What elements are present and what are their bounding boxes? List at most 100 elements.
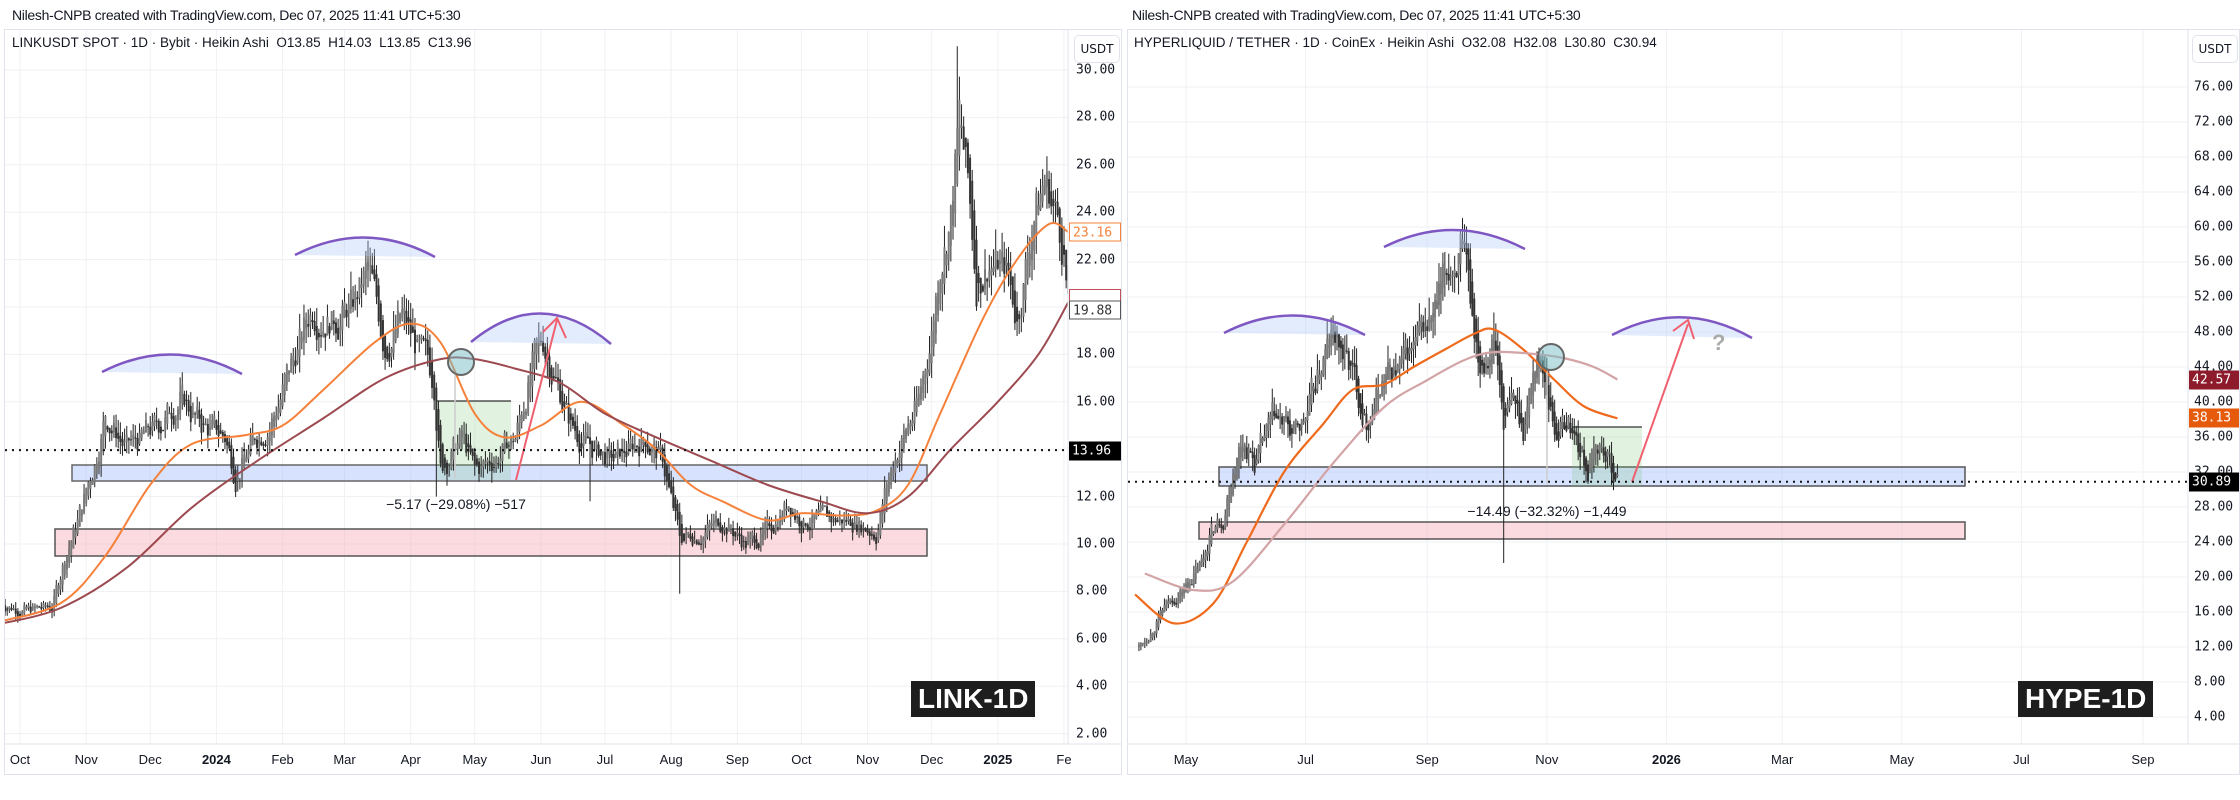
candle[interactable] (909, 423, 912, 430)
candle[interactable] (725, 528, 728, 535)
candle[interactable] (710, 523, 713, 527)
candle[interactable] (1349, 360, 1352, 366)
candle[interactable] (1275, 413, 1278, 419)
candle[interactable] (996, 259, 999, 269)
candle[interactable] (1365, 413, 1368, 430)
candle[interactable] (1296, 423, 1299, 425)
candle[interactable] (1547, 384, 1550, 410)
candle[interactable] (403, 308, 406, 314)
candle[interactable] (727, 524, 730, 532)
candle[interactable] (1581, 449, 1584, 451)
candle[interactable] (1232, 473, 1235, 495)
candle[interactable] (561, 390, 564, 412)
candle[interactable] (27, 605, 30, 609)
candle[interactable] (1341, 344, 1344, 360)
candle[interactable] (356, 297, 359, 300)
candle[interactable] (618, 448, 621, 457)
candle[interactable] (1481, 359, 1484, 366)
candle[interactable] (678, 511, 681, 536)
candle[interactable] (924, 370, 927, 385)
candle[interactable] (862, 527, 865, 529)
candle[interactable] (475, 458, 478, 465)
candle[interactable] (1543, 367, 1546, 383)
candle[interactable] (492, 466, 495, 468)
candle[interactable] (589, 437, 592, 445)
candle[interactable] (817, 509, 820, 515)
candle[interactable] (796, 516, 799, 518)
candle[interactable] (1512, 392, 1515, 399)
ma-cross-circle[interactable] (447, 348, 475, 376)
candle[interactable] (958, 99, 961, 156)
candle[interactable] (1020, 316, 1023, 318)
candle[interactable] (1436, 301, 1439, 309)
candle[interactable] (599, 450, 602, 456)
candle[interactable] (211, 420, 214, 429)
candle[interactable] (885, 483, 888, 501)
candle[interactable] (1551, 401, 1554, 422)
candle[interactable] (992, 266, 995, 273)
candle[interactable] (1396, 365, 1399, 373)
candle[interactable] (879, 511, 882, 536)
candle[interactable] (1239, 446, 1242, 458)
moving-average-fast-line[interactable] (0, 222, 1068, 622)
candle[interactable] (578, 434, 581, 453)
candle[interactable] (413, 329, 416, 354)
candle[interactable] (1563, 422, 1566, 429)
candle[interactable] (648, 448, 651, 456)
candle[interactable] (1018, 314, 1021, 320)
candle[interactable] (44, 605, 47, 607)
candle[interactable] (614, 451, 617, 458)
candle[interactable] (1579, 442, 1582, 458)
candle[interactable] (680, 523, 683, 543)
candle[interactable] (565, 402, 568, 404)
hype-symbol-legend[interactable]: HYPERLIQUID / TETHER · 1D · CoinEx · Hei… (1134, 35, 1657, 50)
candle[interactable] (787, 506, 790, 510)
candle[interactable] (21, 612, 24, 616)
candle[interactable] (922, 375, 925, 394)
candle[interactable] (1451, 275, 1454, 278)
candle[interactable] (860, 524, 863, 533)
candle[interactable] (1432, 312, 1435, 322)
candle[interactable] (582, 435, 585, 446)
candle[interactable] (431, 361, 434, 388)
candle[interactable] (179, 392, 182, 415)
candle[interactable] (1602, 447, 1605, 456)
candle[interactable] (347, 304, 350, 314)
candle[interactable] (913, 400, 916, 424)
candle[interactable] (1281, 416, 1284, 425)
candle[interactable] (1247, 448, 1250, 454)
candle[interactable] (1357, 378, 1360, 408)
candle[interactable] (663, 454, 666, 477)
candle[interactable] (740, 534, 743, 548)
candle[interactable] (1265, 423, 1268, 438)
candle[interactable] (791, 512, 794, 515)
candle[interactable] (1475, 318, 1478, 343)
candle[interactable] (1177, 598, 1180, 604)
candle[interactable] (1434, 300, 1437, 317)
candle[interactable] (300, 336, 303, 343)
candle[interactable] (1290, 428, 1293, 434)
candle[interactable] (320, 335, 323, 337)
candle[interactable] (640, 439, 643, 452)
candle[interactable] (1208, 534, 1211, 554)
candle[interactable] (87, 481, 90, 496)
candle[interactable] (1532, 372, 1535, 396)
candle[interactable] (1013, 290, 1016, 324)
candle[interactable] (1457, 253, 1460, 276)
candle[interactable] (507, 445, 510, 447)
candle[interactable] (1194, 566, 1197, 579)
link-symbol-legend[interactable]: LINKUSDT SPOT · 1D · Bybit · Heikin Ashi… (12, 35, 472, 50)
candle[interactable] (433, 374, 436, 401)
candle[interactable] (138, 432, 141, 444)
candle[interactable] (1022, 283, 1025, 317)
candle[interactable] (450, 451, 453, 469)
candle[interactable] (785, 508, 788, 511)
candle[interactable] (226, 438, 229, 446)
candle[interactable] (774, 524, 777, 531)
candle[interactable] (1559, 422, 1562, 437)
candle[interactable] (273, 415, 276, 427)
candle[interactable] (853, 521, 856, 528)
candle[interactable] (1577, 433, 1580, 453)
candle[interactable] (697, 542, 700, 545)
candle[interactable] (57, 585, 60, 595)
